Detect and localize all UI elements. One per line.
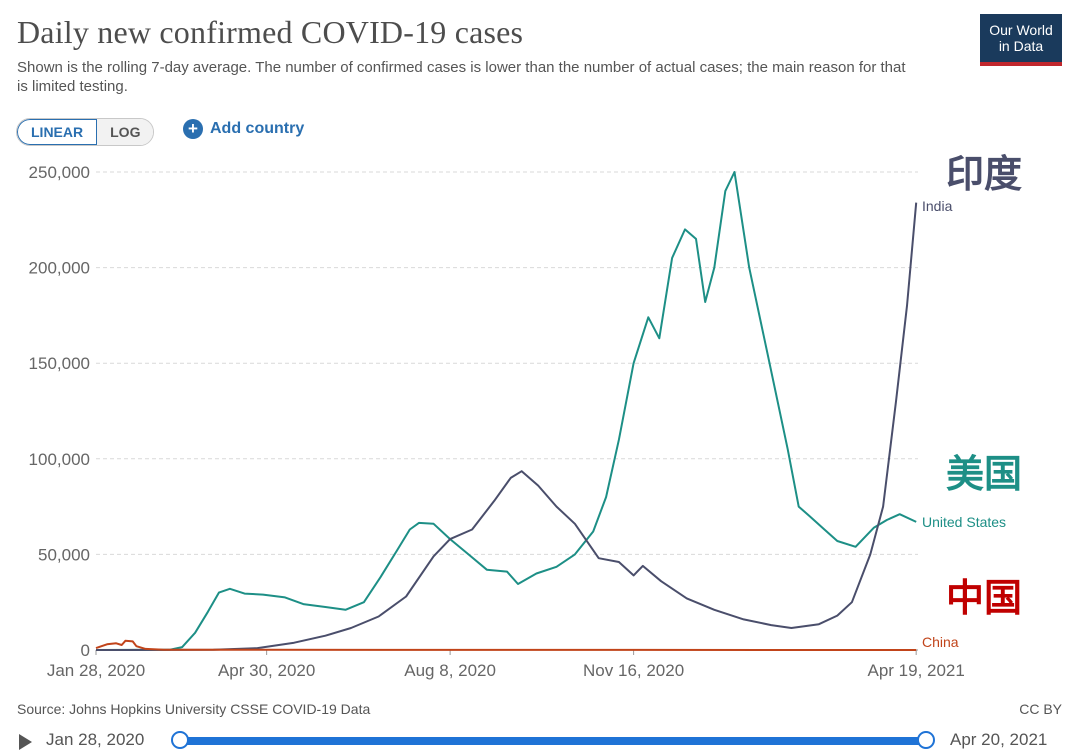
y-tick-label: 250,000 bbox=[29, 163, 90, 182]
timeline-start-handle[interactable] bbox=[171, 731, 189, 749]
play-icon[interactable] bbox=[19, 734, 32, 750]
series-label-us: United States bbox=[922, 514, 1006, 530]
x-tick-label: Jan 28, 2020 bbox=[47, 661, 145, 680]
y-tick-label: 100,000 bbox=[29, 450, 90, 469]
x-tick-label: Nov 16, 2020 bbox=[583, 661, 684, 680]
y-tick-label: 200,000 bbox=[29, 259, 90, 278]
annotation-india: 印度 bbox=[946, 152, 1022, 196]
x-tick-label: Aug 8, 2020 bbox=[404, 661, 496, 680]
x-tick-label: Apr 19, 2021 bbox=[867, 661, 964, 680]
add-country-label: Add country bbox=[210, 120, 305, 137]
license-label[interactable]: CC BY bbox=[1019, 701, 1062, 717]
logo-accent-bar bbox=[980, 62, 1062, 66]
y-tick-label: 0 bbox=[81, 641, 90, 660]
series-label-china: China bbox=[922, 634, 959, 650]
logo-line-2: in Data bbox=[998, 38, 1044, 54]
log-scale-button[interactable]: LOG bbox=[97, 119, 154, 145]
series-line-us bbox=[95, 171, 917, 651]
timeline-end-handle[interactable] bbox=[917, 731, 935, 749]
logo-line-1: Our World bbox=[989, 22, 1053, 38]
timeline-track[interactable] bbox=[180, 737, 926, 745]
scale-toggle: LINEAR LOG bbox=[16, 118, 155, 146]
owid-logo[interactable]: Our World in Data bbox=[980, 14, 1062, 66]
chart-subtitle: Shown is the rolling 7-day average. The … bbox=[17, 59, 906, 95]
annotation-us: 美国 bbox=[946, 452, 1022, 496]
annotation-china: 中国 bbox=[946, 576, 1022, 620]
line-chart: 0 50,000 100,000 150,000 200,000 250,000 Jan 2… bbox=[29, 152, 1022, 680]
series-label-india: India bbox=[922, 198, 953, 214]
add-country-button[interactable]: + Add country bbox=[183, 119, 304, 139]
linear-scale-button[interactable]: LINEAR bbox=[17, 119, 98, 145]
series-line-india bbox=[95, 202, 918, 651]
y-tick-label: 150,000 bbox=[29, 354, 90, 373]
timeline-start-label: Jan 28, 2020 bbox=[46, 730, 145, 749]
plus-circle-icon: + bbox=[183, 119, 203, 139]
x-tick-label: Apr 30, 2020 bbox=[218, 661, 315, 680]
source-note[interactable]: Source: Johns Hopkins University CSSE CO… bbox=[17, 701, 371, 717]
timeline-slider: Jan 28, 2020 Apr 20, 2021 bbox=[0, 726, 1080, 754]
timeline-end-label: Apr 20, 2021 bbox=[950, 730, 1048, 749]
chart-title: Daily new confirmed COVID-19 cases bbox=[17, 14, 524, 50]
y-tick-label: 50,000 bbox=[38, 545, 90, 564]
series-line-china bbox=[95, 639, 917, 651]
